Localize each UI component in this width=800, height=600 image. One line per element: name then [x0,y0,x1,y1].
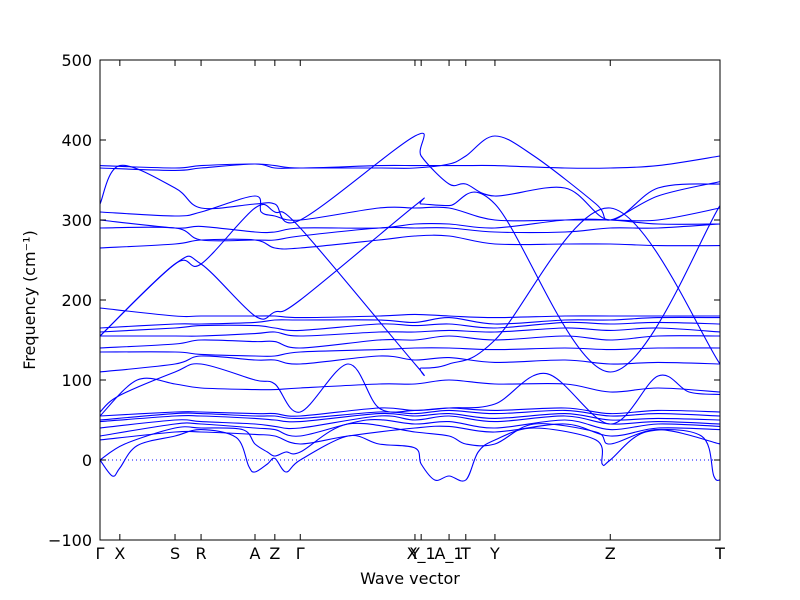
y-tick-label: 0 [82,451,92,470]
high-symmetry-label: S [170,544,180,563]
band-line [99,307,720,319]
y-tick-label: 100 [61,371,92,390]
high-symmetry-label: Γ [296,544,305,563]
band-line [99,412,721,423]
y-tick-label: 300 [61,211,92,230]
band-line [99,132,721,224]
high-symmetry-label: X [114,544,125,563]
band-line [99,427,721,482]
band-line [99,223,721,242]
y-axis-ticks: −100 0 100 200 300 400 500 [48,51,720,550]
band-line [99,377,721,417]
band-line [99,355,721,373]
high-symmetry-label: R [195,544,206,563]
plot-area [100,60,720,540]
band-line [99,191,721,373]
high-symmetry-label: Y [409,544,420,563]
high-symmetry-label: A [250,544,261,563]
band-line [99,335,721,349]
y-tick-label: 200 [61,291,92,310]
y-tick-label: 400 [61,131,92,150]
band-line [99,423,721,445]
band-line [99,316,721,329]
high-symmetry-markers [99,60,721,540]
high-symmetry-label: T [714,544,725,563]
high-symmetry-label: X_1 [407,544,436,564]
band-line [99,155,721,169]
band-line [99,363,721,425]
band-line [99,321,721,333]
high-symmetry-label: Z [269,544,280,563]
band-line [99,407,721,417]
band-line [99,135,721,221]
band-line [100,327,721,337]
x-axis-label: Wave vector [360,569,460,588]
high-symmetry-label: Z [605,544,616,563]
high-symmetry-label: Γ [96,544,105,563]
band-line [99,422,721,461]
high-symmetry-label: T [460,544,471,563]
band-series [99,132,721,482]
band-line [99,415,721,430]
band-line [99,419,721,437]
x-axis-ticks: Γ X S R A Z Γ YX_1A_1T Y Z T [96,544,726,564]
high-symmetry-label: Y [489,544,500,563]
high-symmetry-label: A_1 [434,544,463,564]
y-axis-label: Frequency (cm⁻¹) [20,230,39,369]
y-tick-label: 500 [61,51,92,70]
band-line [99,347,721,357]
y-tick-label: −100 [48,531,92,550]
